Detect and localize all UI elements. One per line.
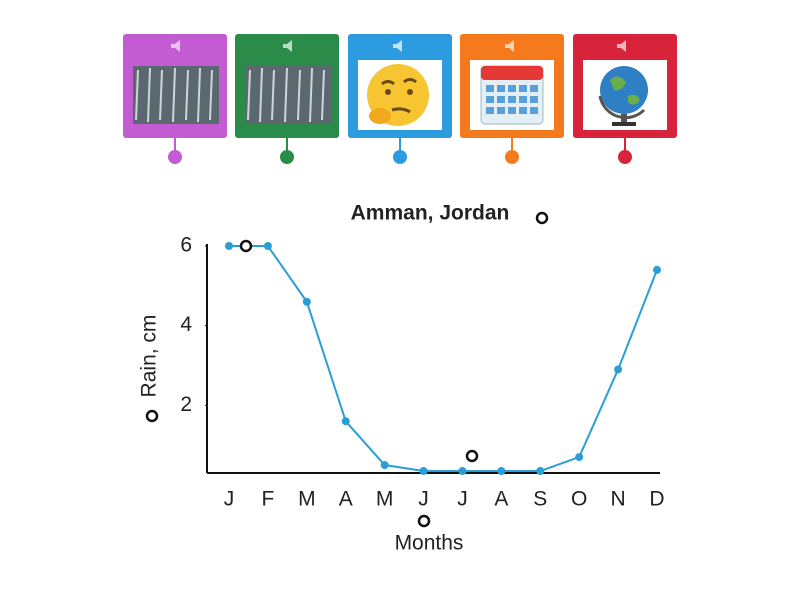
- card[interactable]: [235, 34, 339, 164]
- drop-target[interactable]: [239, 239, 253, 253]
- chart-title: Amman, Jordan: [351, 202, 510, 225]
- x-tick-label: J: [457, 488, 468, 511]
- x-tick-label: J: [224, 488, 235, 511]
- x-tick-label: A: [494, 488, 508, 511]
- x-tick-label: D: [649, 488, 664, 511]
- x-tick-label: M: [376, 488, 394, 511]
- card[interactable]: [348, 34, 452, 164]
- x-tick-label: N: [611, 488, 626, 511]
- card[interactable]: [123, 34, 227, 164]
- x-tick-label: F: [261, 488, 274, 511]
- card[interactable]: [573, 34, 677, 164]
- line: [229, 245, 658, 473]
- x-axis-label: Months: [395, 532, 464, 555]
- y-tick-label: 4: [180, 313, 192, 336]
- y-tick-label: 6: [180, 234, 192, 257]
- point: [614, 365, 623, 374]
- point: [302, 297, 311, 306]
- x-tick-label: A: [339, 488, 353, 511]
- y-axis-label: Rain, cm: [138, 315, 161, 398]
- point: [458, 467, 467, 476]
- x-tick-label: M: [298, 488, 316, 511]
- x-tick-label: J: [418, 488, 429, 511]
- x-tick-label: S: [533, 488, 547, 511]
- point: [497, 467, 506, 476]
- point: [225, 242, 233, 250]
- drop-target[interactable]: [145, 409, 159, 423]
- point: [263, 242, 272, 250]
- point: [380, 461, 389, 470]
- point: [419, 467, 428, 476]
- point: [341, 417, 350, 426]
- point: [575, 453, 584, 462]
- drop-target[interactable]: [465, 449, 479, 463]
- drop-target[interactable]: [417, 514, 431, 528]
- drop-target[interactable]: [535, 211, 549, 225]
- point: [536, 467, 545, 476]
- point: [653, 265, 661, 274]
- card[interactable]: [460, 34, 564, 164]
- y-tick-label: 2: [180, 393, 192, 416]
- x-tick-label: O: [571, 488, 587, 511]
